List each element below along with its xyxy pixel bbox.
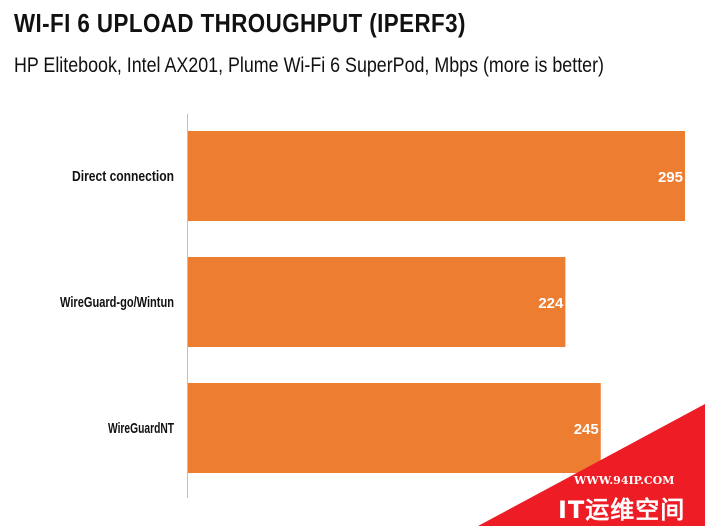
value-label: 245 <box>574 421 599 438</box>
bar-1 <box>188 257 566 347</box>
watermark-url: WWW.94IP.COM <box>574 474 675 487</box>
chart-subtitle: HP Elitebook, Intel AX201, Plume Wi-Fi 6… <box>14 54 604 77</box>
category-label: Direct connection <box>72 168 174 185</box>
value-label: 224 <box>538 295 564 312</box>
chart-title: WI-FI 6 UPLOAD THROUGHPUT (IPERF3) <box>14 8 466 38</box>
bar-0 <box>188 131 685 221</box>
category-label: WireGuardNT <box>108 420 174 437</box>
bar-2 <box>188 383 601 473</box>
watermark-logo: IT运维空间 <box>558 496 686 524</box>
value-label: 295 <box>658 169 683 186</box>
bars-group: Direct connection 295 WireGuard-go/Wintun 2… <box>60 131 685 473</box>
watermark-triangle <box>478 404 705 526</box>
category-label: WireGuard-go/Wintun <box>60 294 174 311</box>
